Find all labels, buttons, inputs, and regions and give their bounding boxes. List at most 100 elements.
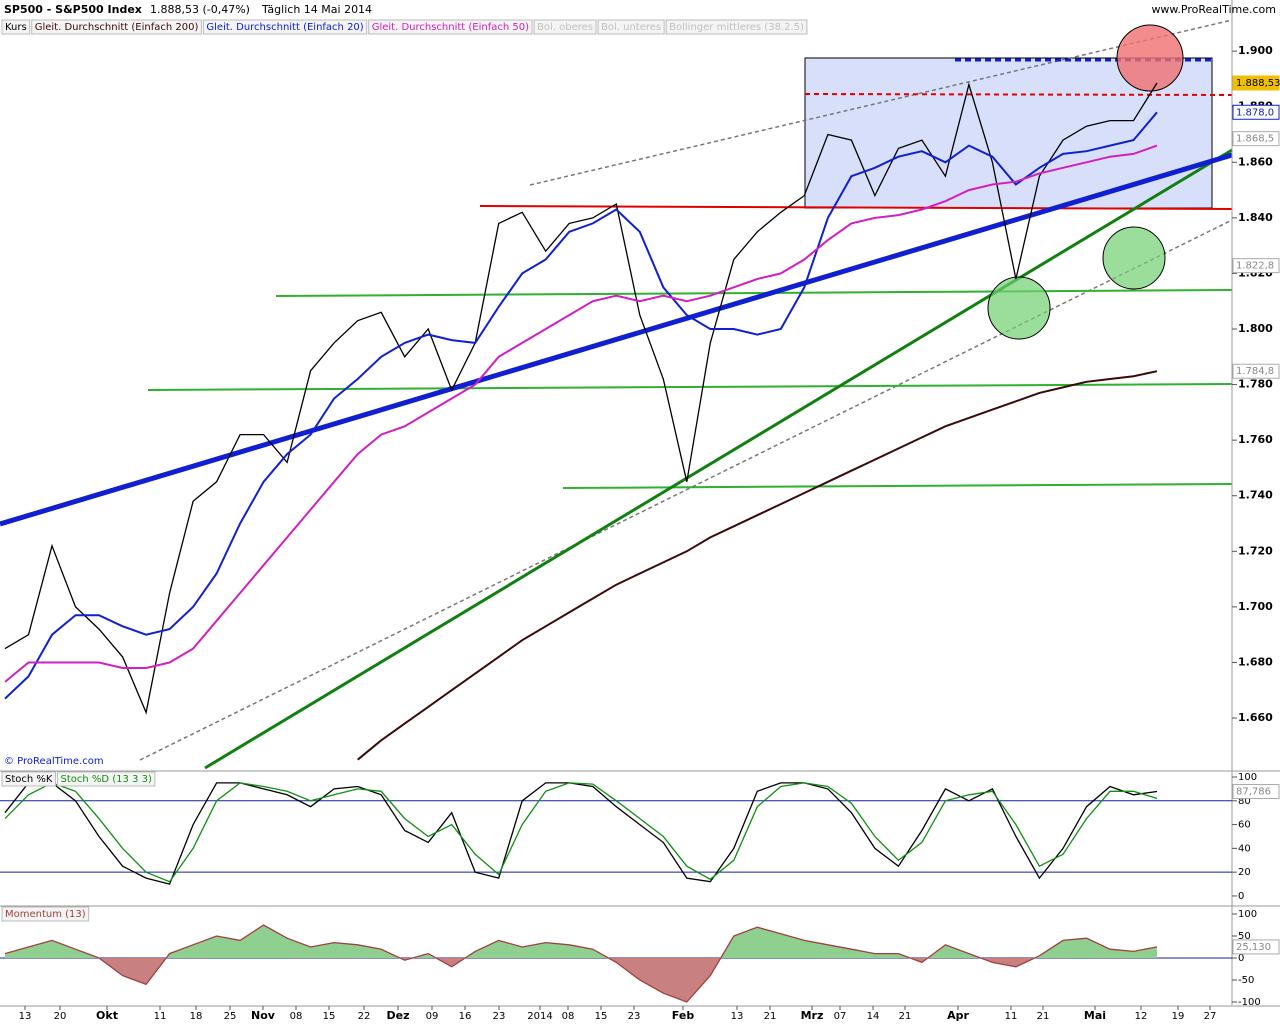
y-tick-label: 1.800 <box>1238 322 1273 335</box>
x-tick-label: 23 <box>628 1011 641 1022</box>
legend-box <box>368 19 533 35</box>
y-tick-label: 0 <box>1238 891 1244 902</box>
y-tick-label: 40 <box>1238 843 1251 854</box>
legend-entry: Kurs <box>5 22 27 33</box>
x-tick-label: 09 <box>426 1011 439 1022</box>
highlight-circle <box>1102 226 1166 290</box>
value-badge <box>1232 258 1280 274</box>
x-tick-label: 21 <box>899 1011 912 1022</box>
y-tick-label: 0 <box>1238 953 1244 964</box>
y-tick-label: 20 <box>1238 867 1251 878</box>
value-badge-label: 1.878,0 <box>1236 107 1274 118</box>
x-tick-label: 12 <box>1135 1011 1148 1022</box>
value-badge-label: 1.868,5 <box>1236 134 1274 145</box>
x-tick-label: 13 <box>731 1011 744 1022</box>
x-tick-label: Mai <box>1084 1009 1106 1022</box>
x-tick-label: 14 <box>867 1011 880 1022</box>
x-tick-label: 25 <box>224 1011 237 1022</box>
x-tick-label: 27 <box>1204 1011 1217 1022</box>
level-line <box>562 483 1233 489</box>
value-badge <box>1232 939 1280 955</box>
legend-box <box>56 771 156 787</box>
x-tick-label: 08 <box>290 1011 303 1022</box>
y-tick-label: 1.740 <box>1238 489 1273 502</box>
value-badge <box>1232 784 1280 800</box>
x-tick-label: 13 <box>19 1011 32 1022</box>
value-badge-label: 1.888,53 <box>1236 78 1280 89</box>
x-tick-label: 21 <box>764 1011 777 1022</box>
level-line <box>275 289 1233 297</box>
series-line <box>4 82 1158 715</box>
y-tick-label: 100 <box>1238 772 1257 783</box>
x-tick-label: 11 <box>154 1011 167 1022</box>
series-line <box>4 111 1158 700</box>
series-line <box>357 370 1158 761</box>
quote: 1.888,53 (-0,47%) <box>150 3 250 16</box>
highlight-circle <box>1116 24 1184 92</box>
series-line <box>4 924 1158 1003</box>
x-tick-label: Dez <box>387 1009 410 1022</box>
y-tick-label: 1.720 <box>1238 544 1273 557</box>
legend-entry: Bol. unteres <box>601 22 661 33</box>
y-tick-label: 60 <box>1238 820 1251 831</box>
legend-entry: Gleit. Durchschnitt (Einfach 20) <box>206 22 363 33</box>
x-tick-label: Apr <box>947 1009 969 1022</box>
legend-box <box>533 19 597 35</box>
series-line <box>4 144 1158 683</box>
trend-blue <box>0 152 1233 527</box>
x-tick-label: Feb <box>672 1009 695 1022</box>
value-badge-label: 1.784,8 <box>1236 366 1274 377</box>
trend-green <box>204 148 1233 770</box>
y-tick-label: 1.860 <box>1238 155 1273 168</box>
symbol: SP500 - S&P500 Index <box>4 3 142 16</box>
legend-box <box>1 906 90 922</box>
legend-entry: Gleit. Durchschnitt (Einfach 200) <box>35 22 199 33</box>
y-tick-label: 1.660 <box>1238 711 1273 724</box>
legend-box <box>31 19 202 35</box>
value-badge <box>1232 131 1280 147</box>
value-badge-label: 25,130 <box>1236 942 1271 953</box>
x-tick-label: 15 <box>323 1011 336 1022</box>
y-tick-label: -50 <box>1238 975 1254 986</box>
x-tick-label: 16 <box>459 1011 472 1022</box>
x-tick-label: 19 <box>1172 1011 1185 1022</box>
support-line <box>479 205 1233 210</box>
x-tick-label: 23 <box>493 1011 506 1022</box>
annotations <box>0 19 1233 770</box>
legend-entry: Stoch %K <box>5 774 53 785</box>
value-badge-label: 1.822,8 <box>1236 261 1274 272</box>
y-tick-label: -100 <box>1238 997 1261 1008</box>
site: www.ProRealTime.com <box>1151 3 1276 16</box>
legend-box <box>597 19 665 35</box>
y-tick-label: 1.780 <box>1238 378 1273 391</box>
value-badge <box>1232 75 1280 91</box>
y-tick-label: 1.840 <box>1238 211 1273 224</box>
x-tick-label: 08 <box>562 1011 575 1022</box>
legend-box <box>1 19 31 35</box>
x-tick-label: Nov <box>251 1009 276 1022</box>
x-tick-label: 20 <box>54 1011 67 1022</box>
resistance-line <box>804 93 1233 96</box>
legend-entry: Momentum (13) <box>5 909 86 920</box>
period: Täglich 14 Mai 2014 <box>261 3 372 16</box>
area-positive <box>5 925 1157 959</box>
y-tick-label: 50 <box>1238 931 1251 942</box>
value-badge-label: 87,786 <box>1236 787 1271 798</box>
legend-entry: Stoch %D (13 3 3) <box>60 774 151 785</box>
legend-entry: Gleit. Durchschnitt (Einfach 50) <box>372 22 529 33</box>
y-tick-label: 1.680 <box>1238 655 1273 668</box>
series-line <box>4 782 1158 885</box>
x-tick-label: Okt <box>96 1009 118 1022</box>
x-tick-label: 18 <box>190 1011 203 1022</box>
x-tick-label: 15 <box>595 1011 608 1022</box>
highlight-circle <box>987 276 1051 340</box>
x-tick-label: 07 <box>834 1011 847 1022</box>
value-badge <box>1232 104 1280 120</box>
legend-box <box>1 771 56 787</box>
y-tick-label: 100 <box>1238 909 1257 920</box>
legend-box <box>665 19 808 35</box>
y-tick-label: 1.900 <box>1238 44 1273 57</box>
y-tick-label: 80 <box>1238 796 1251 807</box>
legend-entry: Bollinger mittleres (38.2.5) <box>669 22 804 33</box>
